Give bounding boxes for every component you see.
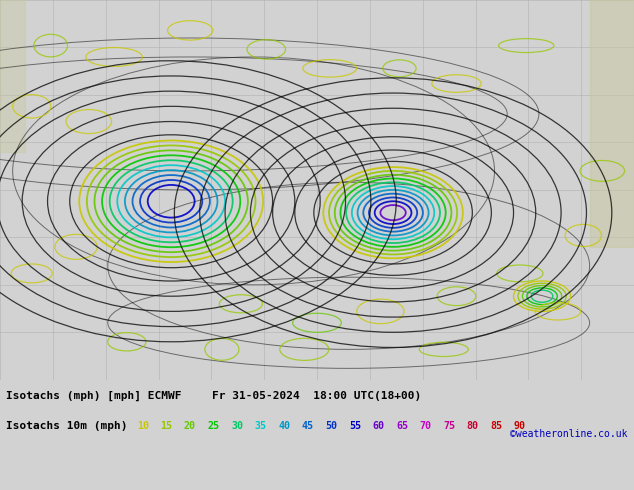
Text: ©weatheronline.co.uk: ©weatheronline.co.uk bbox=[510, 429, 628, 439]
Text: 75: 75 bbox=[443, 421, 455, 431]
Text: 60: 60 bbox=[372, 421, 384, 431]
Text: 80: 80 bbox=[467, 421, 479, 431]
Text: 50: 50 bbox=[325, 421, 337, 431]
Text: 70: 70 bbox=[420, 421, 432, 431]
Text: 35: 35 bbox=[254, 421, 266, 431]
Text: Isotachs 10m (mph): Isotachs 10m (mph) bbox=[6, 421, 128, 431]
Text: 25: 25 bbox=[207, 421, 219, 431]
Text: 90: 90 bbox=[514, 421, 526, 431]
Text: Isotachs (mph) [mph] ECMWF: Isotachs (mph) [mph] ECMWF bbox=[6, 391, 182, 401]
Text: 65: 65 bbox=[396, 421, 408, 431]
Text: 30: 30 bbox=[231, 421, 243, 431]
Text: 55: 55 bbox=[349, 421, 361, 431]
Text: Fr 31-05-2024  18:00 UTC(18+00): Fr 31-05-2024 18:00 UTC(18+00) bbox=[212, 391, 422, 401]
Text: 85: 85 bbox=[490, 421, 502, 431]
Text: 45: 45 bbox=[302, 421, 314, 431]
Text: 15: 15 bbox=[160, 421, 172, 431]
Text: 20: 20 bbox=[184, 421, 196, 431]
Text: 40: 40 bbox=[278, 421, 290, 431]
Text: 10: 10 bbox=[137, 421, 148, 431]
